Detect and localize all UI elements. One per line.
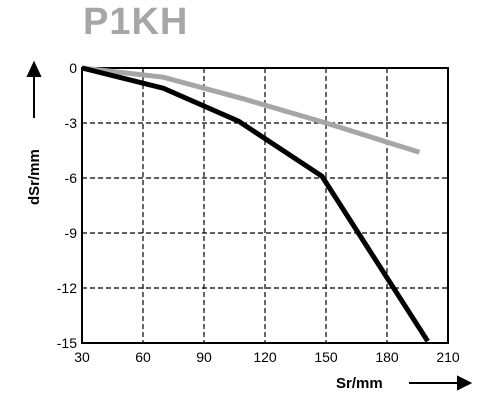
- x-axis-label: Sr/mm: [336, 375, 383, 392]
- series-line: [81, 65, 421, 155]
- x-tick-label: 60: [135, 349, 151, 365]
- y-tick-label: -6: [65, 170, 78, 186]
- x-tick-label: 120: [253, 349, 277, 365]
- x-tick-label: 210: [436, 349, 460, 365]
- y-tick-label: -12: [57, 280, 77, 296]
- grid-layer: [82, 68, 448, 343]
- chart-title: P1KH: [83, 1, 189, 43]
- y-tick-label: -15: [57, 335, 77, 351]
- tick-layer: 30 60 90 120 150 180 210 0 -3 -6 -9 -12 -15: [57, 60, 460, 365]
- y-tick-label: 0: [69, 60, 77, 76]
- y-axis-label: dSr/mm: [26, 149, 43, 205]
- x-tick-label: 150: [314, 349, 338, 365]
- series-line: [81, 65, 430, 343]
- y-tick-label: -9: [65, 225, 78, 241]
- y-axis-arrow-icon: [26, 60, 42, 118]
- y-tick-label: -3: [65, 115, 78, 131]
- x-axis-arrow-icon: [409, 375, 473, 391]
- series-layer: [81, 65, 430, 343]
- x-tick-label: 180: [375, 349, 399, 365]
- plot-frame: [81, 67, 449, 344]
- x-tick-label: 30: [74, 349, 90, 365]
- x-tick-label: 90: [196, 349, 212, 365]
